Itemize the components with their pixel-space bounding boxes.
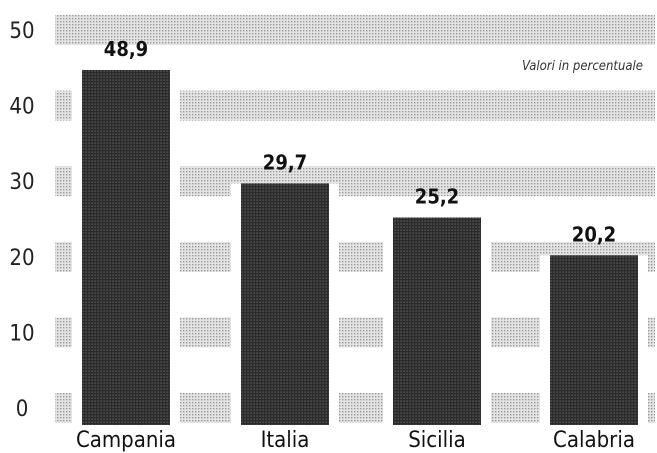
bar-value-label: 20,2 [572,222,616,246]
gridline-band [55,15,655,45]
bar-campania [82,70,170,425]
bar-value-label: 25,2 [415,184,459,208]
bar-italia [241,183,329,425]
x-tick-label: Italia [261,428,310,453]
y-axis-ticks: 0 10 20 30 40 50 [9,19,34,422]
bar-calabria [550,255,638,425]
bar-value-label: 29,7 [263,150,307,174]
x-tick-label: Sicilia [408,428,466,453]
y-tick-label: 0 [16,397,29,422]
chart-note: Valori in percentuale [522,59,643,74]
note-background [488,55,648,75]
bar-value-label: 48,9 [104,37,148,61]
bars-group: 48,9 Campania 29,7 Italia 25,2 Sicilia 20,2 Cal… [72,37,648,453]
y-tick-label: 20 [9,246,34,271]
bar-sicilia [393,217,481,425]
x-tick-label: Calabria [553,428,635,453]
x-tick-label: Campania [76,428,176,453]
y-tick-label: 40 [9,95,34,120]
y-tick-label: 30 [9,170,34,195]
y-tick-label: 10 [9,321,34,346]
y-tick-label: 50 [9,19,34,44]
